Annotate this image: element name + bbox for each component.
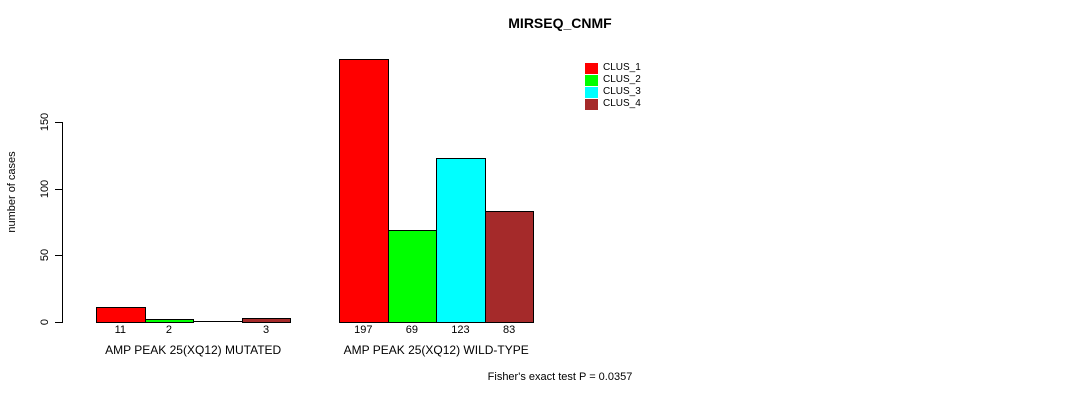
legend-label: CLUS_4 (603, 98, 641, 109)
legend-row: CLUS_4 (585, 98, 641, 110)
bar-clus_2 (144, 319, 195, 323)
y-tick-label: 150 (39, 112, 51, 132)
legend-swatch-clus_4 (585, 98, 598, 110)
bar-clus_4 (484, 211, 535, 323)
y-tick-mark (55, 322, 62, 323)
y-tick-label: 50 (39, 249, 51, 262)
bar-clus_2 (387, 230, 438, 323)
category-label: AMP PEAK 25(XQ12) WILD-TYPE (343, 343, 529, 357)
category-label: AMP PEAK 25(XQ12) MUTATED (105, 343, 282, 357)
bar-clus_1 (339, 59, 389, 323)
legend-label: CLUS_3 (603, 86, 641, 97)
y-tick-label: 0 (39, 318, 51, 326)
legend-swatch-clus_3 (585, 86, 598, 98)
legend: CLUS_1 CLUS_2 CLUS_3 CLUS_4 (585, 62, 641, 110)
legend-label: CLUS_2 (603, 74, 641, 85)
bar-value-label: 69 (405, 324, 419, 336)
bar-clus_3 (193, 321, 243, 322)
legend-row: CLUS_3 (585, 86, 641, 98)
y-axis-label: number of cases (6, 151, 18, 233)
bar-value-label: 3 (263, 324, 270, 336)
bar-value-label: 197 (354, 324, 373, 336)
bar-clus_4 (241, 318, 292, 323)
chart-title: MIRSEQ_CNMF (508, 15, 612, 31)
annotation-text: Fisher's exact test P = 0.0357 (487, 371, 633, 383)
y-tick-mark (55, 188, 62, 190)
legend-swatch-clus_2 (585, 74, 598, 86)
legend-row: CLUS_1 (585, 62, 641, 74)
y-tick-label: 100 (39, 179, 51, 198)
legend-label: CLUS_1 (603, 62, 641, 73)
y-tick-mark (55, 122, 62, 123)
bar-value-label: 83 (502, 324, 516, 336)
legend-swatch-clus_1 (585, 62, 598, 74)
bar-value-label: 11 (114, 324, 126, 336)
legend-row: CLUS_2 (585, 74, 641, 86)
bar-clus_3 (436, 158, 486, 323)
y-tick-mark (55, 255, 62, 257)
bar-value-label: 2 (165, 324, 172, 336)
bar-value-label: 123 (451, 324, 470, 336)
bar-clus_1 (96, 307, 146, 323)
y-axis-line (62, 122, 63, 323)
